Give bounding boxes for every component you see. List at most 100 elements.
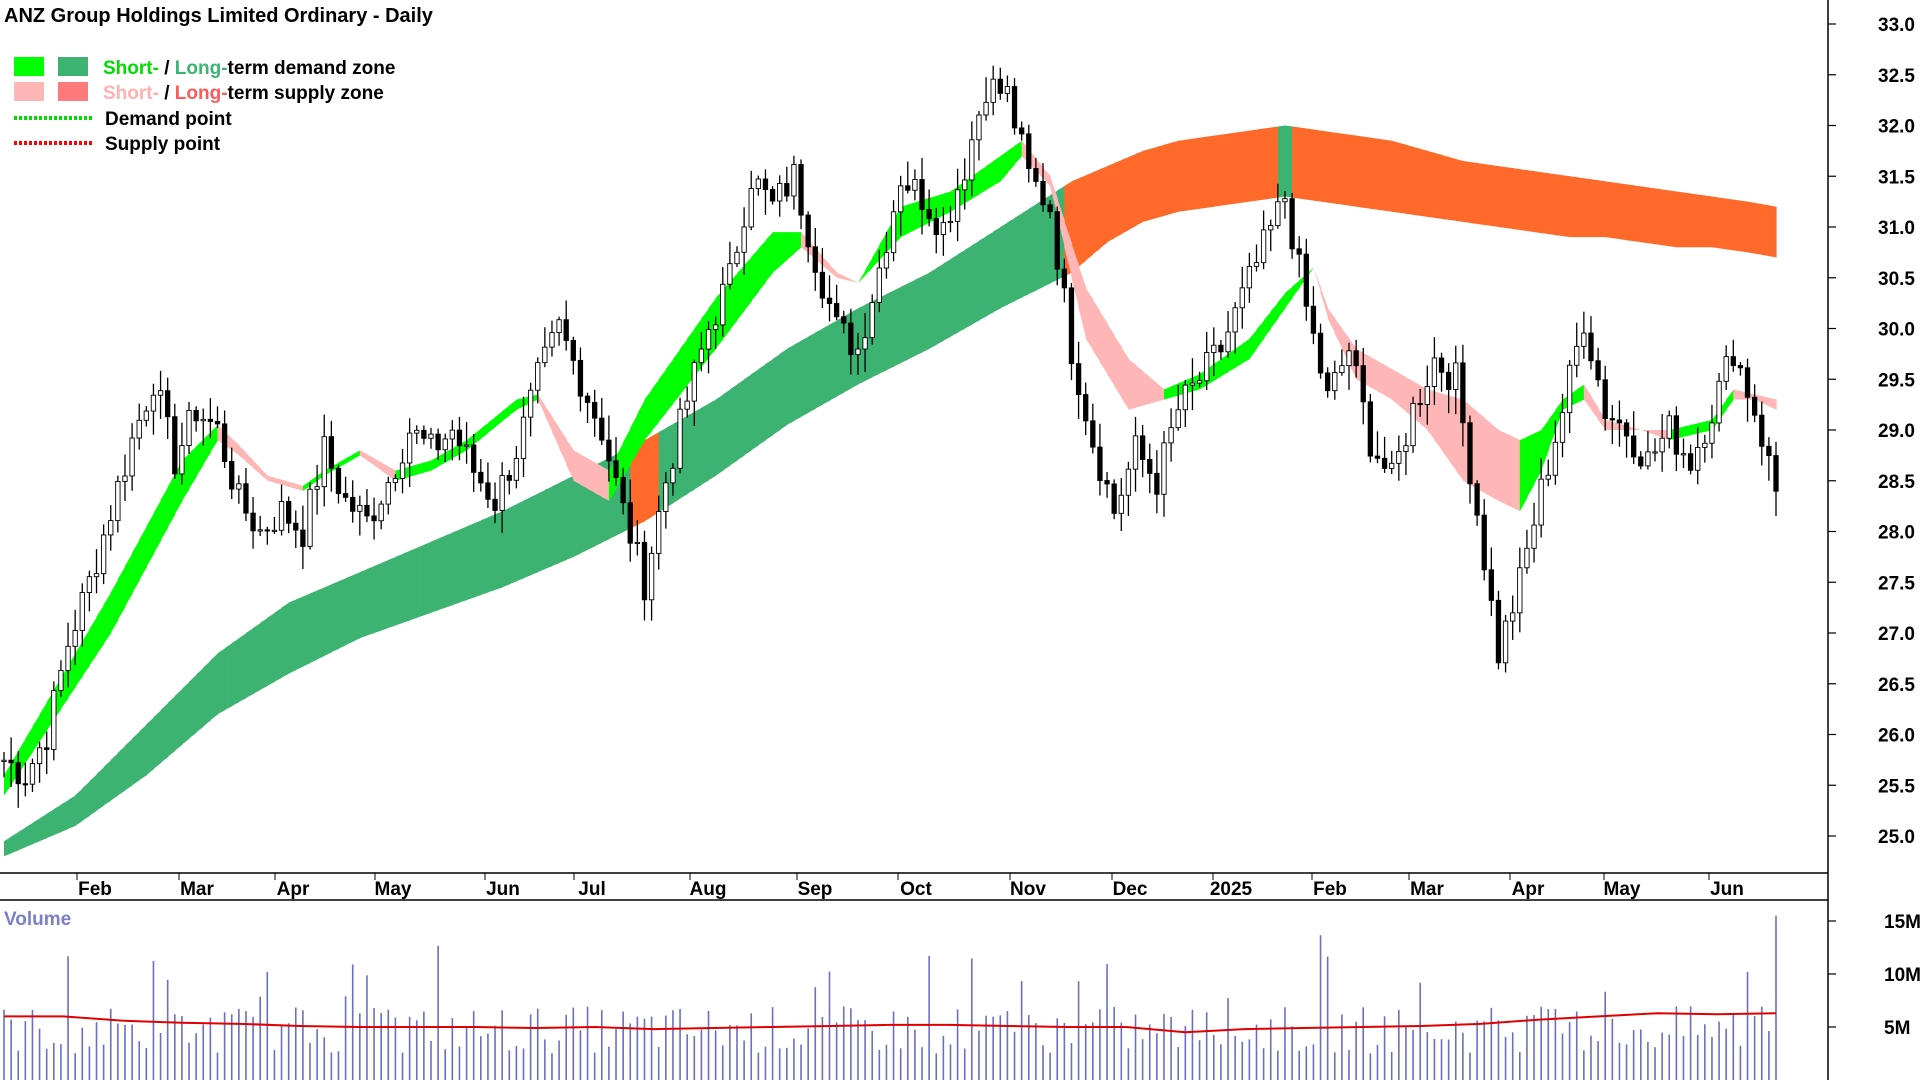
candle-body	[1011, 86, 1018, 129]
candle-body	[1566, 364, 1573, 414]
candle-body	[1189, 382, 1196, 386]
candle-body	[385, 482, 391, 505]
short-term-zone-segment	[302, 480, 311, 491]
candle-body	[278, 501, 285, 531]
short-term-zone-segment	[1249, 329, 1258, 359]
volume-label: Volume	[4, 909, 71, 930]
candle-body	[1040, 181, 1046, 206]
long-term-zone-segment	[1256, 128, 1265, 201]
long-term-zone-segment	[196, 667, 204, 733]
short-term-zone-segment	[281, 479, 290, 487]
price-tick-label: 26.0	[1878, 726, 1915, 747]
candle-body	[1303, 253, 1309, 307]
candle-body	[100, 534, 107, 575]
long-term-zone-segment	[1341, 133, 1350, 206]
candle-body	[179, 445, 185, 475]
long-term-zone-segment	[1583, 178, 1592, 238]
candle-body	[58, 669, 64, 692]
candle-body	[1381, 457, 1388, 469]
candle-body	[428, 433, 434, 439]
candle-body	[919, 179, 925, 210]
long-term-zone-segment	[416, 544, 425, 618]
candle-body	[364, 504, 370, 517]
short-term-zone-segment	[32, 714, 41, 753]
long-term-zone-segment	[772, 353, 781, 436]
long-term-zone-segment	[1135, 150, 1144, 226]
candle-body	[862, 337, 868, 350]
long-term-zone-segment	[516, 500, 525, 582]
long-term-zone-segment	[1655, 188, 1663, 246]
candle-body	[1666, 415, 1672, 439]
long-term-zone-segment	[1206, 135, 1215, 208]
short-term-zone-segment	[680, 338, 688, 395]
candle-body	[784, 182, 790, 197]
candle-body	[1182, 384, 1188, 411]
candle-body	[1118, 494, 1124, 514]
candle-body	[855, 348, 861, 356]
volume-bars-layer	[3, 915, 1777, 1080]
long-term-zone-segment	[1683, 192, 1692, 248]
long-term-zone-segment	[1043, 195, 1051, 287]
candle-body	[954, 189, 961, 222]
candle-body	[1453, 362, 1459, 390]
candle-body	[1488, 569, 1494, 601]
candle-body	[777, 182, 783, 202]
candle-body	[1260, 229, 1267, 264]
short-term-zone-segment	[644, 389, 653, 441]
long-term-zone-segment	[374, 562, 382, 633]
long-term-zone-segment	[409, 547, 418, 621]
candle-body	[762, 178, 769, 190]
short-term-zone-segment	[1000, 150, 1009, 182]
candle-body	[933, 218, 939, 236]
price-axis-ticks: 25.0 25.5 26.0 26.5 27.0 27.5 28.0 28.5 29.0 29.5…	[1828, 15, 1915, 848]
candle-body	[656, 511, 662, 554]
long-term-zone-segment	[950, 254, 959, 337]
short-term-zone-segment	[1548, 409, 1556, 451]
candle-body	[478, 471, 484, 484]
long-term-zone-segment	[1740, 200, 1749, 253]
candle-body	[485, 482, 491, 500]
candle-body	[1574, 345, 1580, 366]
candle-body	[1289, 198, 1295, 250]
short-term-zone-segment	[1292, 280, 1300, 299]
short-term-zone-segment	[1284, 286, 1293, 309]
candle-body	[1403, 445, 1409, 452]
short-term-zone-segment	[509, 399, 517, 416]
short-term-zone-segment	[822, 256, 831, 272]
long-term-zone-segment	[1220, 133, 1229, 206]
candle-body	[1445, 371, 1452, 390]
long-term-zone-segment	[310, 590, 318, 663]
short-term-zone-segment	[1142, 371, 1151, 406]
short-term-zone-segment	[103, 592, 112, 644]
candle-body	[1111, 483, 1117, 514]
long-term-zone-segment	[1704, 195, 1713, 248]
candle-body	[1609, 418, 1615, 421]
long-term-zone-segment	[815, 328, 823, 409]
short-term-zone-segment	[587, 458, 596, 493]
long-term-zone-segment	[1548, 173, 1556, 236]
long-term-zone-segment	[559, 479, 567, 563]
long-term-zone-segment	[473, 520, 482, 598]
candle-body	[606, 439, 612, 462]
short-term-zone-segment	[75, 641, 83, 688]
candle-body	[1161, 442, 1167, 495]
candle-body	[1623, 422, 1630, 437]
candle-body	[898, 185, 904, 213]
candle-body	[442, 438, 448, 451]
short-term-zone-segment	[1071, 243, 1080, 309]
x-tick-label: Apr	[277, 879, 310, 900]
candle-body	[1502, 620, 1509, 664]
short-term-zone-segment	[765, 232, 774, 283]
long-term-zone-segment	[224, 643, 233, 711]
long-term-zone-segment	[879, 293, 888, 374]
short-term-zone-segment	[1349, 338, 1357, 380]
candle-body	[577, 359, 584, 397]
long-term-zone-segment	[388, 556, 397, 628]
short-term-zone-segment	[487, 416, 496, 433]
long-term-zone-segment	[758, 364, 767, 446]
candle-body	[1417, 402, 1423, 406]
candle-body	[1517, 567, 1523, 614]
candle-body	[129, 437, 135, 477]
long-term-zone-segment	[359, 569, 368, 639]
legend-short-demand: Short-	[103, 58, 159, 79]
